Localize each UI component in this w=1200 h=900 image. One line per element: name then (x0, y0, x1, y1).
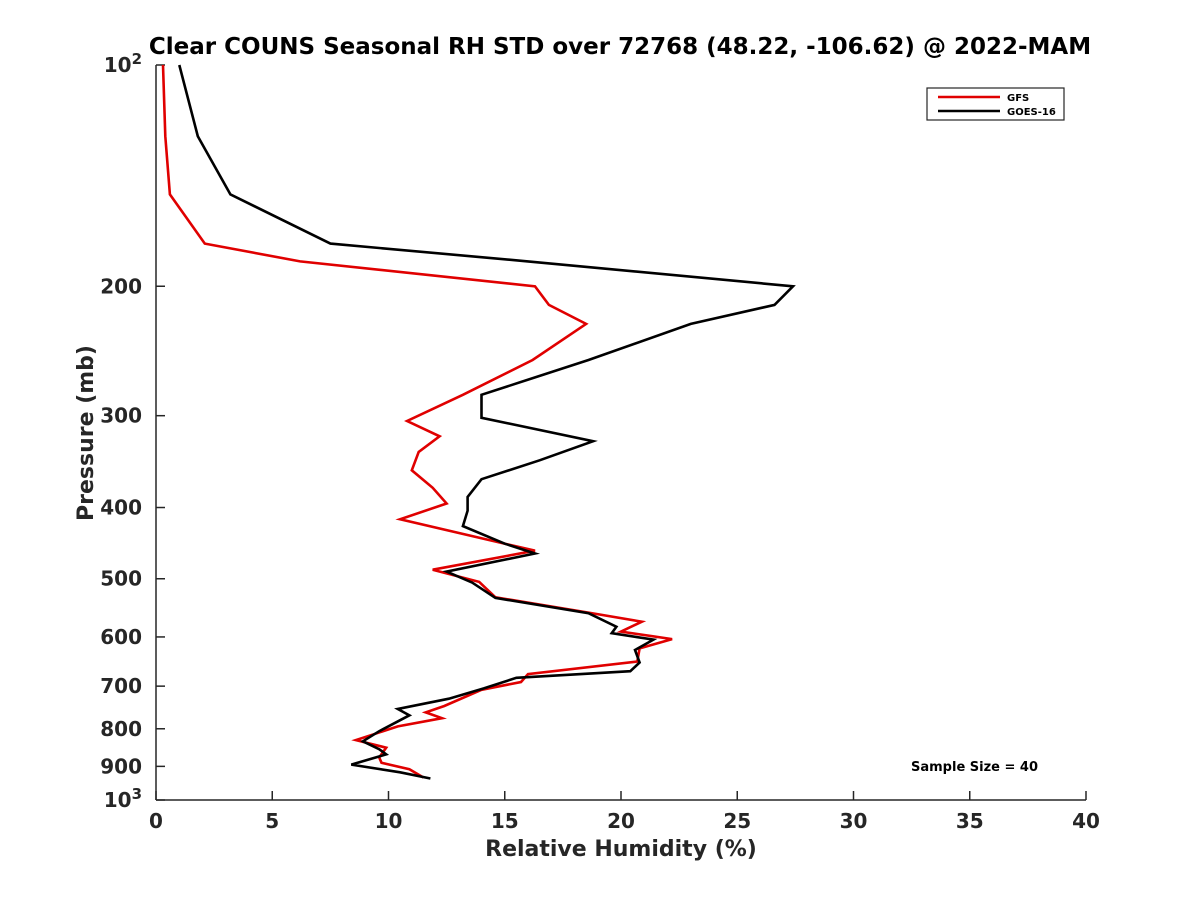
y-tick-label: 200 (100, 274, 142, 298)
legend-box (926, 87, 1065, 121)
x-tick-label: 0 (149, 809, 163, 833)
y-tick-label: 900 (100, 754, 142, 778)
x-tick-label: 40 (1072, 809, 1100, 833)
y-axis-ticks: 102 200 300 400 500 600 700 800 900 103 (100, 50, 165, 812)
legend-label-gfs: GFS (1007, 93, 1029, 104)
x-tick-label: 30 (840, 809, 868, 833)
y-tick-label: 700 (100, 674, 142, 698)
y-tick-label: 400 (100, 496, 142, 520)
x-tick-label: 20 (607, 809, 635, 833)
y-tick-label: 103 (104, 785, 142, 812)
y-tick-label: 102 (104, 50, 142, 77)
x-axis-ticks: 0 5 10 15 20 25 30 35 40 (149, 791, 1100, 833)
gfs-line (161, 64, 673, 779)
chart-title: Clear COUNS Seasonal RH STD over 72768 (… (149, 34, 1091, 60)
legend-label-goes16: GOES-16 (1007, 107, 1056, 118)
x-tick-label: 5 (265, 809, 279, 833)
x-axis-label: Relative Humidity (%) (485, 837, 757, 862)
y-tick-label: 800 (100, 717, 142, 741)
y-axis-label: Pressure (mb) (74, 345, 99, 521)
sample-size-annotation: Sample Size = 40 (911, 760, 1038, 775)
goes16-line (178, 64, 796, 780)
y-tick-label: 600 (100, 625, 142, 649)
y-tick-label: 300 (100, 404, 142, 428)
x-tick-label: 10 (375, 809, 403, 833)
x-tick-label: 15 (491, 809, 519, 833)
x-tick-label: 25 (723, 809, 751, 833)
series-layer (161, 64, 796, 780)
y-tick-label: 500 (100, 567, 142, 591)
legend: GFS GOES-16 (926, 87, 1065, 121)
x-tick-label: 35 (956, 809, 984, 833)
